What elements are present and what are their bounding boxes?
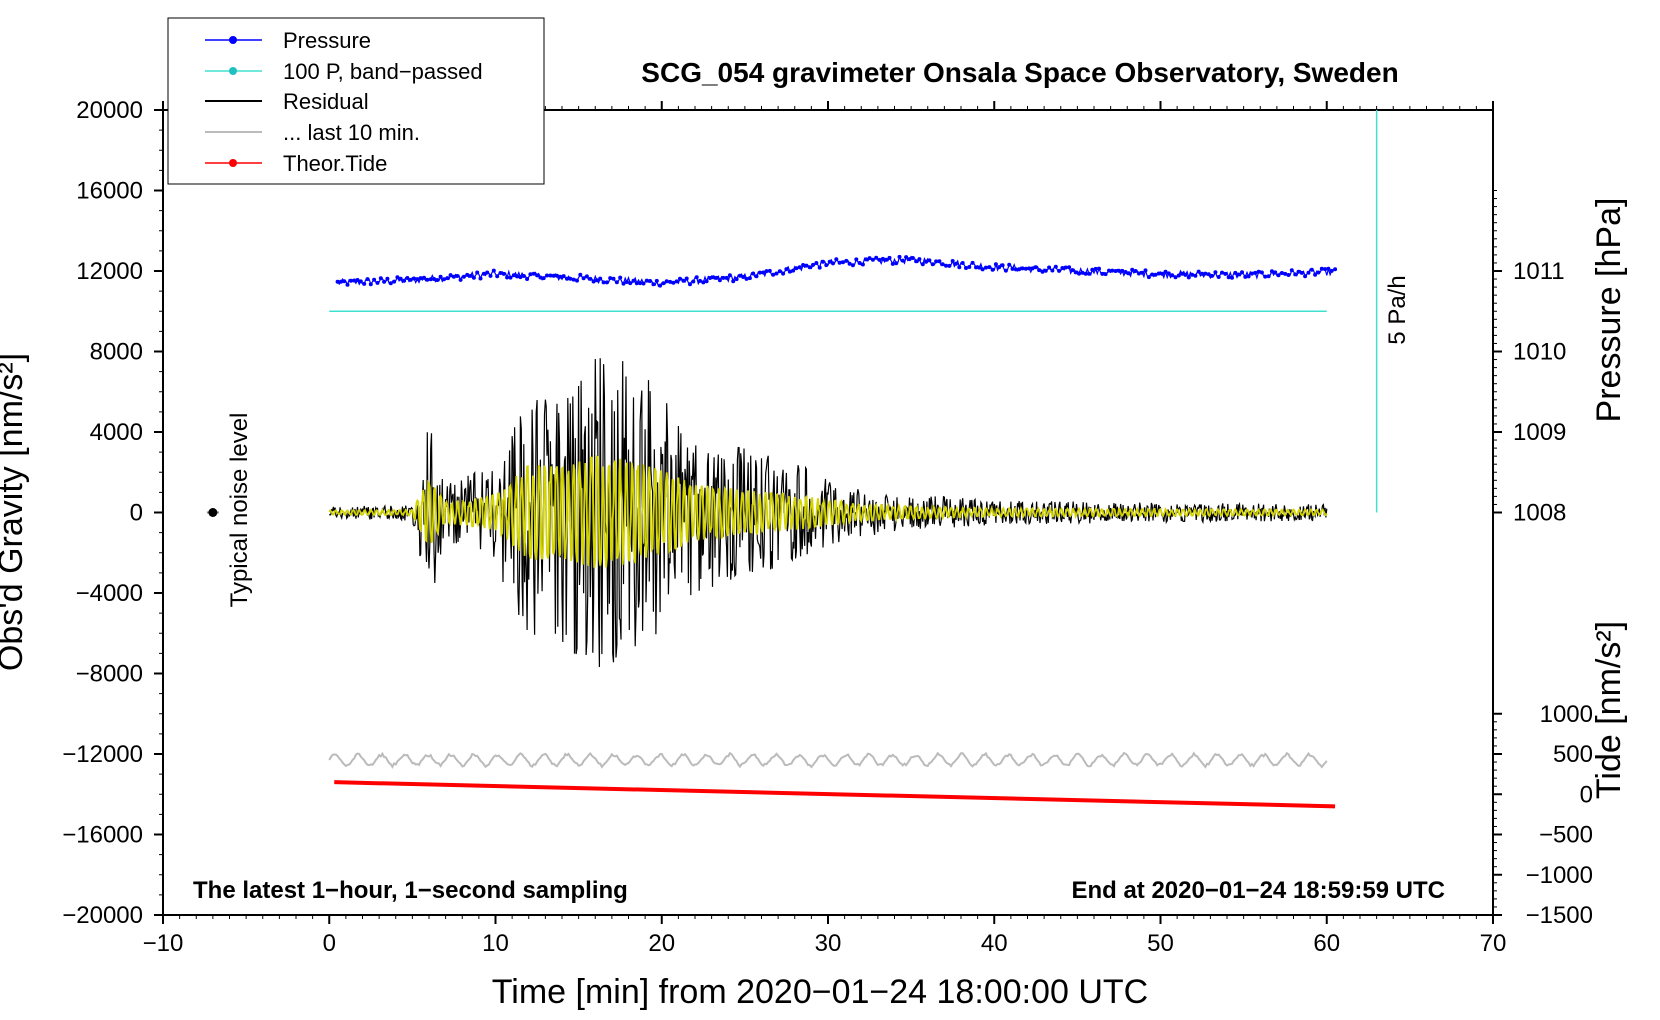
tide-tick-label: −500 (1539, 822, 1593, 849)
axis-ticks: −10 0 10 20 30 40 50 60 70 20000 16000 12000 8000 400… (62, 97, 1593, 957)
y-tick-label: 20000 (76, 97, 143, 124)
y-axis-label-tide: Tide [nm/s²] (1590, 621, 1628, 799)
x-tick-label: 0 (323, 930, 336, 957)
legend-dot-tide (229, 159, 237, 167)
x-tick-label: 60 (1313, 930, 1340, 957)
y-tick-label: −20000 (62, 902, 143, 929)
y-tick-label: 16000 (76, 178, 143, 205)
tide-tick-label: −1000 (1526, 862, 1593, 889)
pressure-tick-label: 1008 (1513, 500, 1566, 527)
pressure-tick-label: 1009 (1513, 419, 1566, 446)
legend-dot-bandpassed (229, 67, 237, 75)
residual-series-line (328, 358, 1328, 668)
last10-series-line (328, 751, 1328, 769)
tide-tick-label: 1000 (1540, 701, 1593, 728)
noise-level-marker (208, 508, 218, 517)
pressure-tick-label: 1010 (1513, 339, 1566, 366)
x-tick-label: 20 (648, 930, 675, 957)
legend-label-bandpassed: 100 P, band−passed (283, 59, 483, 84)
footer-left: The latest 1−hour, 1−second sampling (193, 877, 628, 904)
tide-series-line (334, 780, 1336, 809)
tide-tick-label: −1500 (1526, 902, 1593, 929)
footer-right: End at 2020−01−24 18:59:59 UTC (1071, 877, 1445, 904)
tide-tick-label: 0 (1580, 781, 1593, 808)
x-tick-label: 30 (815, 930, 842, 957)
pressure-series-line (337, 255, 1336, 287)
pressure-tick-label: 1011 (1513, 258, 1565, 285)
series-layer (206, 110, 1378, 809)
legend-label-pressure: Pressure (283, 28, 371, 53)
legend-label-tide: Theor.Tide (283, 151, 387, 176)
y-tick-label: −4000 (76, 580, 143, 607)
y-tick-label: −8000 (76, 661, 143, 688)
chart-title: SCG_054 gravimeter Onsala Space Observat… (641, 57, 1398, 88)
y-tick-label: 12000 (76, 258, 143, 285)
tide-tick-label: 500 (1553, 741, 1593, 768)
x-tick-label: −10 (143, 930, 184, 957)
y-tick-label: 8000 (90, 339, 143, 366)
x-tick-label: 10 (482, 930, 509, 957)
residual-bandpassed-overlay (328, 455, 1328, 568)
legend-label-last10: ... last 10 min. (283, 120, 420, 145)
legend: Pressure 100 P, band−passed Residual ...… (167, 17, 545, 185)
y-tick-label: −16000 (62, 822, 143, 849)
noise-level-label: Typical noise level (226, 413, 253, 608)
x-tick-label: 40 (981, 930, 1008, 957)
rate-label: 5 Pa/h (1384, 275, 1411, 344)
legend-dot-pressure (229, 36, 237, 44)
y-axis-label-left: Obs'd Gravity [nm/s²] (0, 353, 30, 671)
y-tick-label: 0 (130, 500, 143, 527)
y-tick-label: 4000 (90, 419, 143, 446)
y-axis-label-pressure: Pressure [hPa] (1590, 198, 1628, 423)
x-axis-label: Time [min] from 2020−01−24 18:00:00 UTC (492, 973, 1148, 1011)
legend-label-residual: Residual (283, 89, 369, 114)
x-tick-label: 50 (1147, 930, 1174, 957)
y-tick-label: −12000 (62, 741, 143, 768)
x-tick-label: 70 (1480, 930, 1507, 957)
